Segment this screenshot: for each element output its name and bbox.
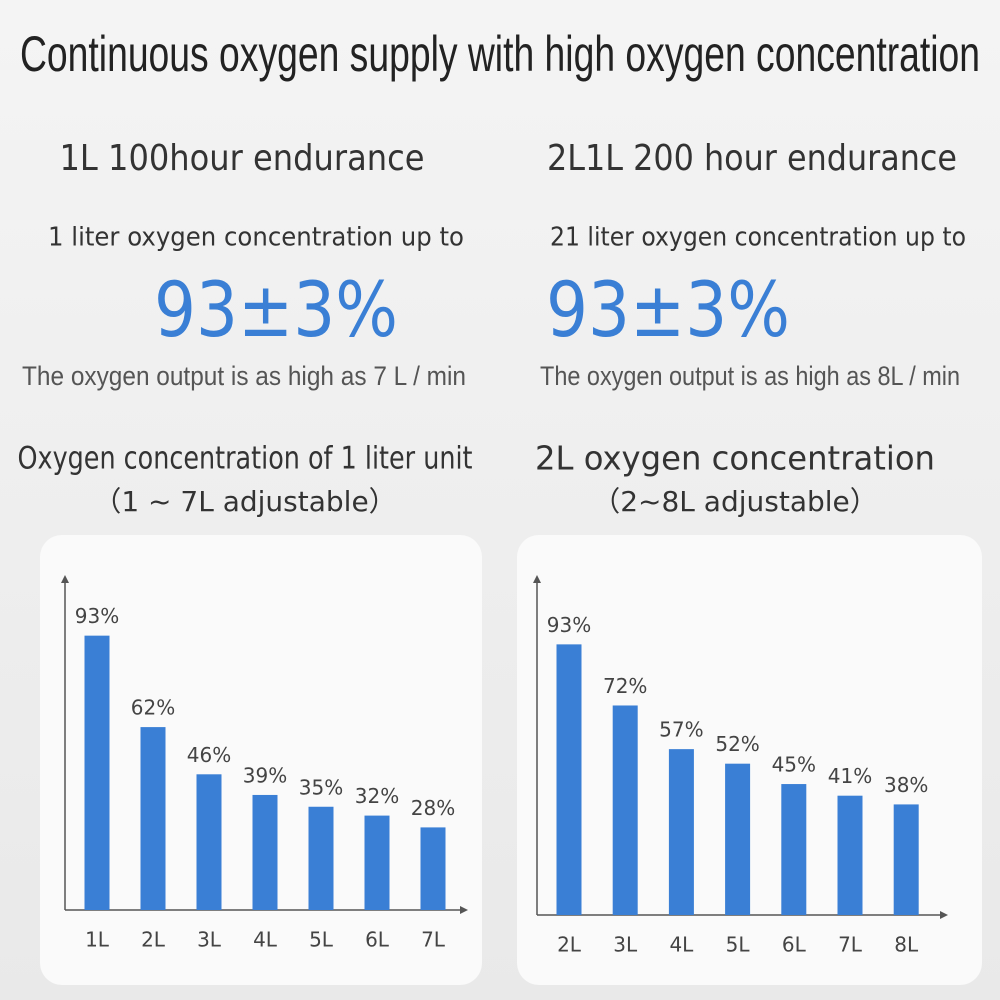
axis-arrow: [61, 575, 69, 583]
x-tick-label: 4L: [253, 928, 278, 952]
highlight-value: 93±3%: [546, 265, 790, 354]
x-tick-label: 3L: [197, 928, 222, 952]
value-label: 52%: [715, 732, 759, 756]
x-tick-label: 2L: [557, 933, 582, 957]
page-title: Continuous oxygen supply with high oxyge…: [20, 26, 980, 82]
bar: [725, 763, 751, 915]
x-tick-label: 4L: [669, 933, 694, 957]
column-heading: 2L1L 200 hour endurance: [547, 138, 957, 179]
column-heading: 1L 100hour endurance: [60, 138, 425, 179]
bar: [556, 644, 582, 915]
x-tick-label: 6L: [365, 928, 390, 952]
bar: [308, 806, 334, 910]
bar: [781, 784, 807, 915]
chart-subtitle: （1 ~ 7L adjustable）: [93, 485, 396, 518]
column-note: The oxygen output is as high as 7 L / mi…: [22, 361, 466, 391]
highlight-value: 93±3%: [154, 265, 398, 354]
chart-subtitle: （2~8L adjustable）: [592, 485, 878, 518]
x-tick-label: 5L: [309, 928, 334, 952]
x-tick-label: 7L: [421, 928, 446, 952]
axis-arrow: [460, 906, 468, 914]
chart-panel: [517, 535, 982, 985]
value-label: 93%: [547, 613, 591, 637]
chart-title: 2L oxygen concentration: [535, 439, 935, 478]
value-label: 28%: [411, 796, 455, 820]
x-tick-label: 1L: [85, 928, 110, 952]
value-label: 35%: [299, 775, 343, 799]
column-note: The oxygen output is as high as 8L / min: [540, 361, 960, 391]
bar: [612, 705, 638, 915]
bar: [837, 795, 863, 915]
x-tick-label: 6L: [782, 933, 807, 957]
x-tick-label: 3L: [613, 933, 638, 957]
axis-arrow: [533, 575, 541, 583]
value-label: 57%: [659, 718, 703, 742]
x-tick-label: 8L: [894, 933, 919, 957]
x-tick-label: 7L: [838, 933, 863, 957]
value-label: 38%: [884, 773, 928, 797]
value-label: 93%: [75, 604, 119, 628]
x-tick-label: 5L: [726, 933, 751, 957]
value-label: 46%: [187, 743, 231, 767]
value-label: 32%: [355, 784, 399, 808]
value-label: 72%: [603, 674, 647, 698]
chart-title: Oxygen concentration of 1 liter unit: [18, 441, 473, 477]
value-label: 45%: [772, 753, 816, 777]
bar: [364, 815, 390, 910]
bar: [420, 827, 446, 910]
x-tick-label: 2L: [141, 928, 166, 952]
value-label: 41%: [828, 764, 872, 788]
value-label: 39%: [243, 763, 287, 787]
bar: [140, 727, 166, 910]
column-subheading: 21 liter oxygen concentration up to: [550, 223, 966, 253]
bar: [196, 774, 222, 910]
bar: [252, 794, 278, 910]
value-label: 62%: [131, 696, 175, 720]
column-subheading: 1 liter oxygen concentration up to: [48, 223, 464, 253]
bar: [84, 635, 110, 910]
bar: [893, 804, 919, 915]
bar: [668, 749, 694, 915]
axis-arrow: [940, 911, 948, 919]
